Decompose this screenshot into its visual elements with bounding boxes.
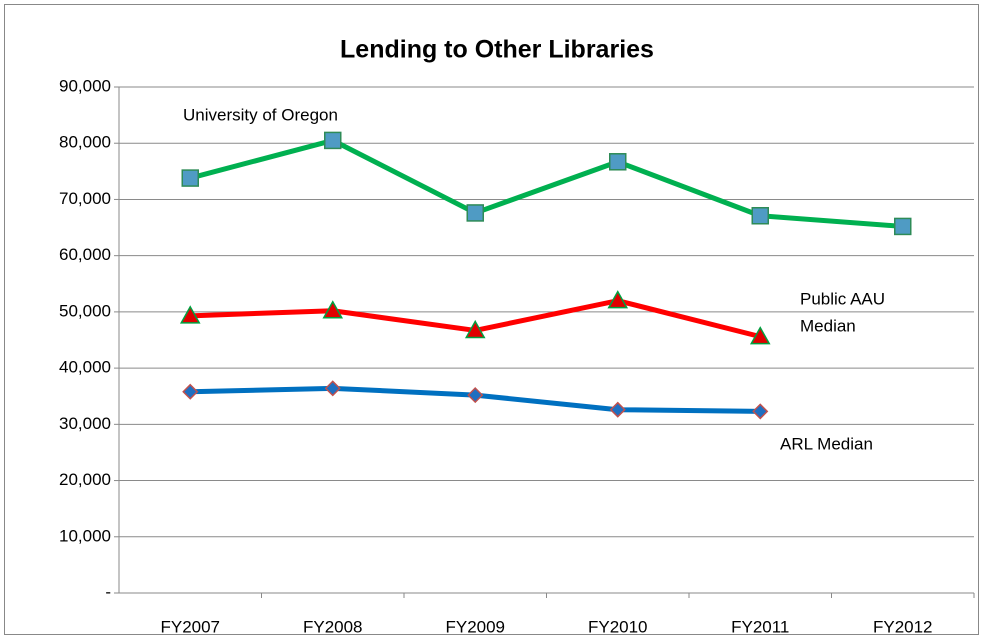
annotation: Median	[800, 316, 856, 335]
marker	[466, 204, 484, 222]
annotation: ARL Median	[780, 434, 873, 453]
marker	[609, 153, 627, 171]
x-tick-label: FY2009	[445, 617, 505, 636]
marker	[324, 380, 341, 397]
marker	[182, 383, 199, 400]
x-tick-label: FY2007	[160, 617, 220, 636]
marker	[322, 300, 344, 319]
marker	[752, 403, 769, 420]
marker	[464, 319, 486, 339]
y-tick-label: 10,000	[59, 526, 111, 545]
x-tick-label: FY2008	[303, 617, 363, 636]
series-line	[189, 137, 903, 229]
marker	[607, 290, 629, 309]
marker	[179, 305, 201, 324]
y-tick-label: 60,000	[59, 245, 111, 264]
marker	[749, 326, 771, 345]
annotation: University of Oregon	[183, 105, 338, 124]
y-tick-label: 90,000	[59, 76, 111, 95]
chart-title: Lending to Other Libraries	[340, 36, 654, 64]
x-tick-label: FY2010	[588, 617, 648, 636]
marker	[181, 169, 199, 187]
y-tick-label: 30,000	[59, 414, 111, 433]
annotation: Public AAU	[800, 289, 885, 308]
marker	[609, 401, 626, 418]
x-tick-label: FY2011	[731, 617, 789, 636]
chart-border	[4, 4, 979, 635]
y-tick-label: 80,000	[59, 133, 111, 152]
y-tick-label: 40,000	[59, 358, 111, 377]
x-tick-label: FY2012	[873, 617, 933, 636]
marker	[467, 387, 484, 404]
y-tick-label: 50,000	[59, 301, 111, 320]
marker	[894, 217, 912, 236]
y-tick-label: -	[105, 582, 111, 601]
y-tick-label: 70,000	[59, 189, 111, 208]
marker	[751, 206, 769, 225]
y-tick-label: 20,000	[59, 470, 111, 489]
marker	[324, 131, 342, 150]
